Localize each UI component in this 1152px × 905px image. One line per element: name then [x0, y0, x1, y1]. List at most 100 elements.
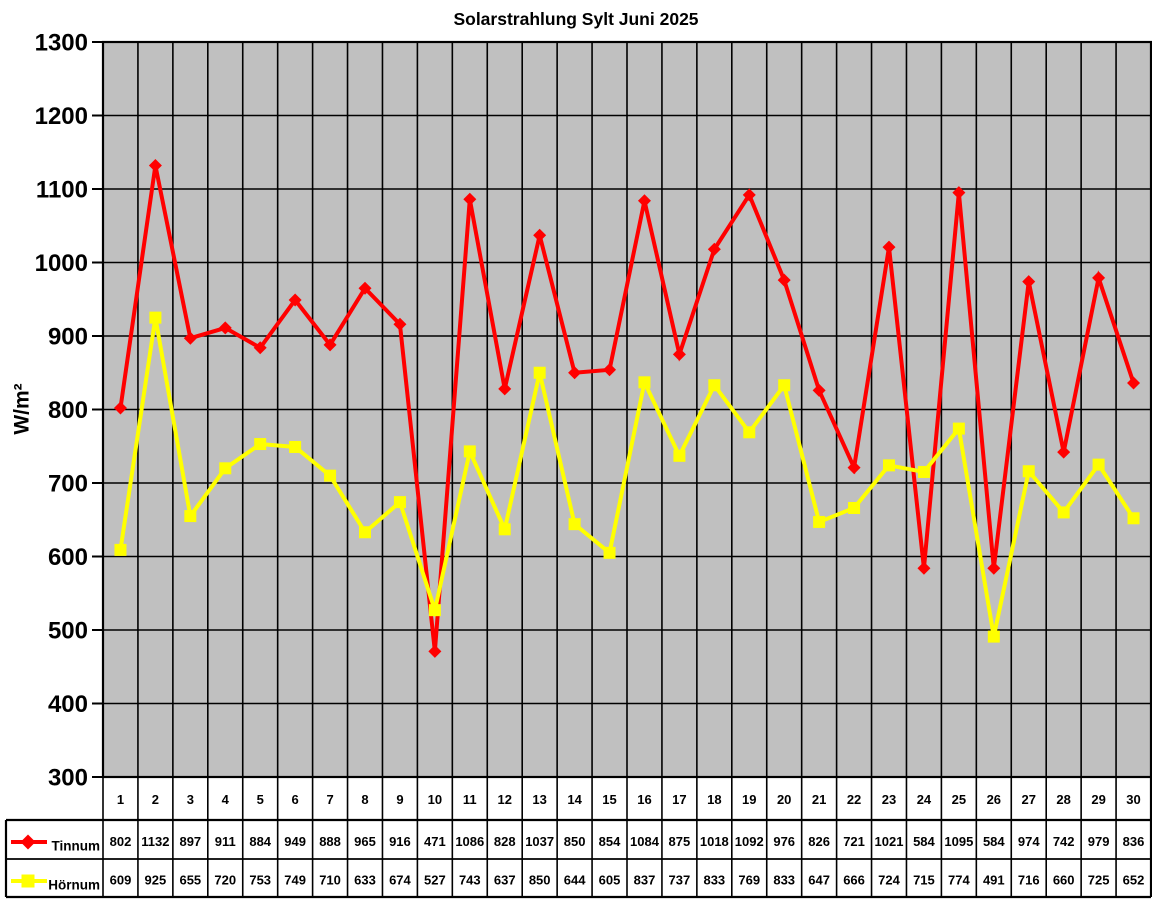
data-point-marker [672, 347, 686, 361]
y-axis-title: W/m² [10, 383, 33, 434]
value-cell: 911 [215, 834, 236, 849]
day-header-cell: 22 [847, 792, 861, 807]
data-point-marker [219, 462, 232, 475]
data-point-marker [533, 366, 546, 379]
value-cell: 850 [529, 873, 551, 888]
value-cell: 716 [1018, 873, 1040, 888]
data-point-marker [114, 543, 127, 556]
data-point-marker [533, 228, 547, 242]
y-tick-label: 800 [48, 397, 88, 424]
data-point-marker [463, 192, 477, 206]
day-header-cell: 19 [742, 792, 756, 807]
day-header-cell: 23 [882, 792, 896, 807]
day-header-cell: 2 [152, 792, 159, 807]
data-point-marker [813, 515, 826, 528]
data-point-marker [568, 518, 581, 531]
data-point-marker [463, 445, 476, 458]
day-header-cell: 25 [952, 792, 966, 807]
data-point-marker [568, 366, 582, 380]
value-cell: 925 [145, 873, 167, 888]
day-header-cell: 24 [917, 792, 932, 807]
value-cell: 1018 [700, 834, 729, 849]
chart-title: Solarstrahlung Sylt Juni 2025 [453, 9, 699, 29]
day-header-cell: 9 [396, 792, 403, 807]
value-cell: 1086 [455, 834, 484, 849]
y-tick-label: 500 [48, 617, 88, 644]
data-point-marker [882, 240, 896, 254]
y-tick-label: 300 [48, 764, 88, 791]
value-cell: 720 [214, 873, 236, 888]
value-cell: 884 [249, 834, 271, 849]
value-cell: 1132 [141, 834, 169, 849]
day-header-cell: 20 [777, 792, 791, 807]
series-line-tinnum [118, 165, 1136, 652]
day-header-cell: 10 [428, 792, 442, 807]
value-cell: 647 [808, 873, 830, 888]
value-cell: 715 [913, 873, 935, 888]
value-cell: 916 [389, 834, 411, 849]
day-header-cell: 30 [1126, 792, 1140, 807]
value-cell: 854 [599, 834, 621, 849]
value-cell: 836 [1123, 834, 1145, 849]
value-cell: 974 [1018, 834, 1040, 849]
legend-diamond-icon [20, 834, 36, 850]
value-cell: 637 [494, 873, 516, 888]
day-header-cell: 29 [1091, 792, 1105, 807]
value-cell: 837 [634, 873, 656, 888]
value-cell: 644 [564, 873, 586, 888]
value-cell: 1095 [944, 834, 973, 849]
value-cell: 737 [669, 873, 691, 888]
value-cell: 897 [179, 834, 201, 849]
value-cell: 833 [703, 873, 725, 888]
data-point-marker [917, 561, 931, 575]
value-cell: 1084 [630, 834, 660, 849]
day-header-cell: 12 [497, 792, 511, 807]
value-cell: 743 [459, 873, 481, 888]
data-point-marker [917, 465, 930, 478]
data-point-marker [743, 426, 756, 439]
data-point-marker [289, 440, 302, 453]
value-cell: 949 [284, 834, 306, 849]
day-header-cell: 13 [532, 792, 546, 807]
data-point-marker [848, 501, 861, 514]
day-header-cell: 1 [117, 792, 124, 807]
legend-label: Tinnum [52, 839, 101, 854]
data-point-marker [1092, 271, 1106, 285]
data-point-marker [254, 438, 267, 451]
data-point-marker [673, 449, 686, 462]
value-cell: 979 [1088, 834, 1110, 849]
value-cell: 774 [948, 873, 970, 888]
data-point-marker [883, 459, 895, 472]
data-point-marker [323, 338, 337, 352]
value-cell: 976 [773, 834, 795, 849]
day-header-cell: 3 [187, 792, 194, 807]
data-point-marker [603, 363, 617, 377]
day-header-cell: 28 [1056, 792, 1070, 807]
value-cell: 666 [843, 873, 865, 888]
data-point-marker [1092, 458, 1105, 471]
day-header-cell: 7 [326, 792, 333, 807]
data-point-marker [428, 644, 442, 658]
data-point-marker [778, 379, 791, 392]
data-point-marker [987, 630, 1000, 643]
day-header-cell: 18 [707, 792, 721, 807]
value-cell: 826 [808, 834, 830, 849]
y-tick-label: 900 [48, 323, 88, 350]
day-header-cell: 5 [257, 792, 264, 807]
y-tick-label: 700 [48, 470, 88, 497]
value-cell: 721 [843, 834, 865, 849]
data-point-marker [1022, 275, 1036, 289]
value-cell: 875 [669, 834, 691, 849]
value-cell: 1021 [875, 834, 904, 849]
value-cell: 965 [354, 834, 376, 849]
day-header-cell: 17 [672, 792, 686, 807]
data-point-marker [638, 376, 651, 389]
value-cell: 584 [983, 834, 1005, 849]
day-header-cell: 14 [567, 792, 582, 807]
value-cell: 605 [599, 873, 621, 888]
data-point-marker [708, 379, 721, 392]
value-cell: 742 [1053, 834, 1075, 849]
data-point-marker [184, 510, 197, 523]
